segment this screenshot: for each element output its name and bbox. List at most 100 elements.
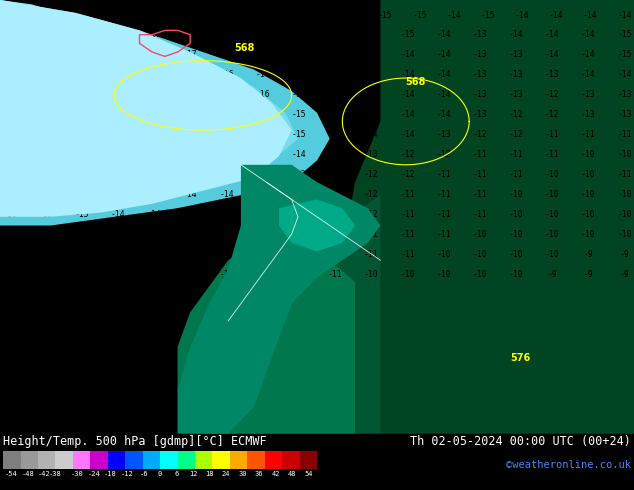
Text: -12: -12: [292, 230, 306, 239]
Text: -17: -17: [183, 49, 198, 59]
Text: -17: -17: [75, 70, 89, 79]
Bar: [20, 451, 38, 468]
Text: -13: -13: [328, 170, 342, 179]
Text: -17: -17: [2, 150, 17, 159]
Text: -17: -17: [75, 30, 89, 39]
Text: -16: -16: [75, 150, 89, 159]
Text: -14: -14: [508, 30, 523, 39]
Text: -13: -13: [219, 230, 234, 239]
Text: -18: -18: [39, 70, 53, 79]
Text: -11: -11: [472, 170, 487, 179]
Text: -13: -13: [147, 230, 162, 239]
Text: -17: -17: [139, 11, 153, 20]
Text: -15: -15: [412, 11, 427, 20]
Text: -17: -17: [309, 11, 325, 20]
Text: -14: -14: [545, 30, 559, 39]
Text: -14: -14: [581, 70, 595, 79]
Text: -11: -11: [400, 210, 415, 219]
Bar: [38, 451, 56, 468]
Text: -17: -17: [70, 11, 85, 20]
Text: -9: -9: [583, 249, 593, 259]
Text: -12: -12: [328, 230, 342, 239]
Text: -10: -10: [581, 230, 595, 239]
Text: -13: -13: [617, 110, 632, 119]
Text: -10: -10: [400, 270, 415, 279]
Text: -15: -15: [364, 49, 378, 59]
Text: -11: -11: [328, 270, 342, 279]
Text: -13: -13: [581, 90, 595, 99]
Text: -19: -19: [39, 30, 53, 39]
Text: -15: -15: [328, 49, 342, 59]
Text: -13: -13: [545, 70, 559, 79]
Text: -16: -16: [39, 190, 53, 199]
Text: -17: -17: [147, 30, 162, 39]
Text: -15: -15: [292, 110, 306, 119]
Text: -12: -12: [147, 270, 162, 279]
Text: -10: -10: [545, 249, 559, 259]
Text: -20: -20: [2, 11, 17, 20]
Text: -9: -9: [547, 270, 557, 279]
Text: -13: -13: [581, 110, 595, 119]
Text: -15: -15: [481, 11, 495, 20]
Text: -15: -15: [111, 190, 126, 199]
Text: -16: -16: [183, 110, 198, 119]
Text: -11: -11: [436, 210, 451, 219]
Text: -18: -18: [344, 11, 358, 20]
Text: -11: -11: [581, 130, 595, 139]
Text: -14: -14: [400, 70, 415, 79]
Text: -18: -18: [207, 11, 222, 20]
Text: -13: -13: [472, 30, 487, 39]
Text: -10: -10: [581, 170, 595, 179]
Text: -14: -14: [400, 130, 415, 139]
Text: -17: -17: [111, 70, 126, 79]
Text: -10: -10: [617, 190, 632, 199]
Text: -15: -15: [219, 130, 234, 139]
Text: -10: -10: [508, 230, 523, 239]
Text: -14: -14: [256, 150, 270, 159]
Bar: [3, 451, 20, 468]
Text: 36: 36: [255, 471, 264, 477]
Text: -11: -11: [472, 150, 487, 159]
Polygon shape: [279, 199, 355, 251]
Text: -18: -18: [2, 70, 17, 79]
Text: -9: -9: [583, 270, 593, 279]
Text: -14: -14: [219, 190, 234, 199]
Text: -13: -13: [256, 230, 270, 239]
Text: -15: -15: [75, 170, 89, 179]
Text: -10: -10: [472, 249, 487, 259]
Text: -15: -15: [75, 230, 89, 239]
Text: -11: -11: [508, 150, 523, 159]
Text: -11: -11: [400, 190, 415, 199]
Text: -13: -13: [111, 249, 126, 259]
Text: -13: -13: [256, 210, 270, 219]
Text: -13: -13: [75, 270, 89, 279]
Text: -14: -14: [436, 90, 451, 99]
Text: -17: -17: [2, 130, 17, 139]
Text: -14: -14: [400, 90, 415, 99]
Text: -14: -14: [446, 11, 461, 20]
Text: -30: -30: [71, 471, 84, 477]
Text: -17: -17: [39, 90, 53, 99]
Text: -14: -14: [436, 110, 451, 119]
Text: -17: -17: [75, 49, 89, 59]
Text: -17: -17: [256, 49, 270, 59]
Text: 18: 18: [205, 471, 214, 477]
Text: 6: 6: [174, 471, 179, 477]
Text: -16: -16: [219, 70, 234, 79]
Text: -11: -11: [256, 270, 270, 279]
Text: -12: -12: [256, 249, 270, 259]
Text: -11: -11: [364, 249, 378, 259]
Text: -10: -10: [545, 190, 559, 199]
Text: -12: -12: [545, 110, 559, 119]
Text: -14: -14: [147, 210, 162, 219]
Text: -16: -16: [256, 70, 270, 79]
Text: -13: -13: [111, 270, 126, 279]
Text: -16: -16: [111, 49, 126, 59]
Text: -10: -10: [617, 150, 632, 159]
Text: -16: -16: [111, 110, 126, 119]
Text: -15: -15: [328, 70, 342, 79]
Text: -14: -14: [581, 49, 595, 59]
Text: -11: -11: [436, 230, 451, 239]
Text: -17: -17: [292, 30, 306, 39]
Text: -10: -10: [436, 270, 451, 279]
